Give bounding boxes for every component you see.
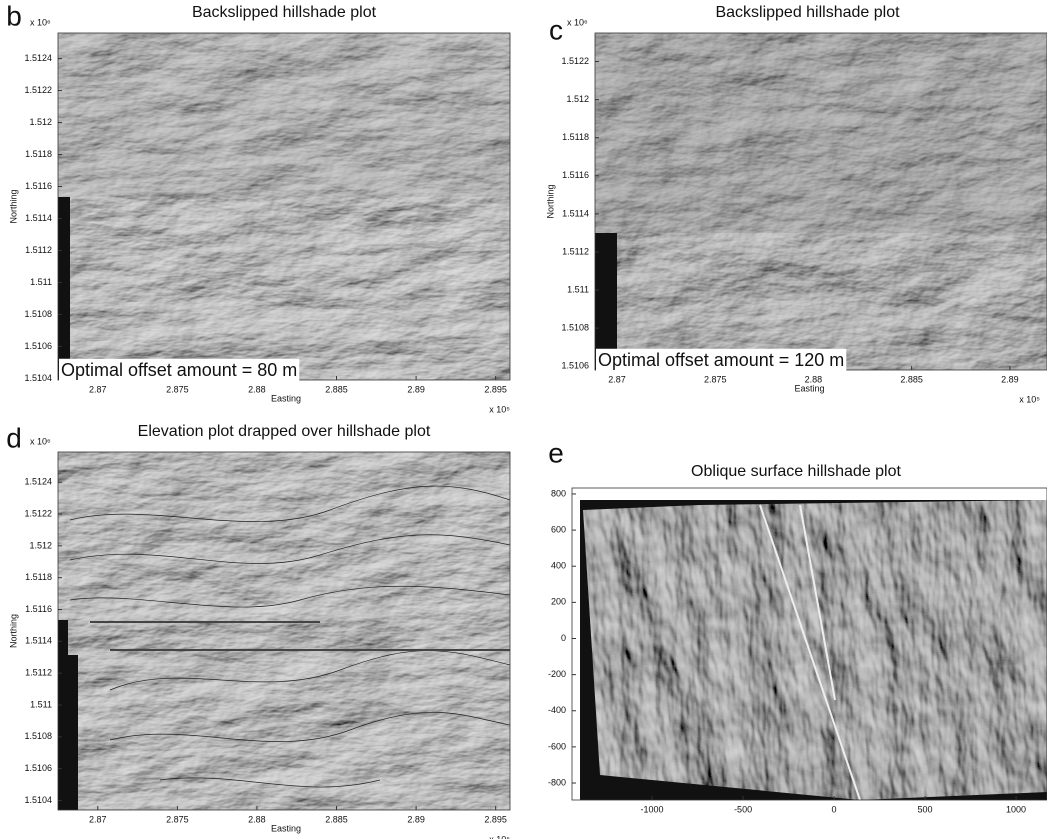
y-tick-label: 1.5122 — [561, 56, 589, 66]
y-tick-label: 1.5108 — [24, 309, 52, 319]
y-tick-label: 1.5118 — [562, 132, 589, 142]
hillshade-image — [595, 33, 1047, 370]
y-tick-label: 1.5116 — [562, 170, 589, 180]
y-multiplier: x 10⁶ — [30, 436, 51, 446]
panel-label: d — [6, 422, 22, 453]
annotation-background — [59, 358, 300, 381]
y-tick-label: 1.511 — [30, 699, 52, 709]
x-tick-label: 2.87 — [89, 384, 107, 394]
y-tick-label: 600 — [551, 524, 566, 534]
y-tick-label: 1.5124 — [24, 477, 52, 487]
y-tick-label: -800 — [548, 777, 566, 787]
annotation-text: Optimal offset amount = 80 m — [61, 360, 297, 380]
x-multiplier: x 10⁵ — [1019, 394, 1040, 404]
annotation: Optimal offset amount = 80 m — [59, 358, 300, 381]
y-tick-label: 1.511 — [30, 277, 52, 287]
surface-image — [580, 500, 1047, 801]
y-tick-label: 1.5118 — [25, 572, 52, 582]
x-tick-label: 2.88 — [248, 384, 266, 394]
y-tick-label: 1.5122 — [24, 85, 52, 95]
x-tick-label: 2.895 — [484, 814, 507, 824]
y-tick-label: 1.5106 — [24, 341, 52, 351]
x-tick-label: 0 — [832, 804, 837, 814]
hillshade-image — [58, 452, 511, 810]
x-tick-label: 2.875 — [704, 374, 727, 384]
y-axis-label: Northing — [8, 189, 18, 223]
chart-title: Backslipped hillshade plot — [715, 4, 900, 21]
x-axis-label: Easting — [271, 823, 301, 833]
y-tick-label: -600 — [548, 741, 566, 751]
y-tick-label: 1.5104 — [24, 795, 52, 805]
y-tick-label: 1.5108 — [24, 731, 52, 741]
y-tick-label: 200 — [551, 597, 566, 607]
plot-frame — [57, 451, 511, 811]
x-tick-label: 2.87 — [89, 814, 107, 824]
x-tick-label: -500 — [734, 804, 752, 814]
x-tick-label: 2.87 — [608, 374, 626, 384]
x-tick-label: 2.885 — [900, 374, 923, 384]
x-multiplier: x 10⁵ — [489, 404, 510, 414]
x-tick-label: 2.895 — [484, 384, 507, 394]
x-tick-label: 500 — [918, 804, 933, 814]
y-tick-label: 1.5122 — [24, 508, 52, 518]
y-axis-label: Northing — [545, 184, 555, 218]
y-tick-label: -200 — [548, 669, 566, 679]
annotation-background — [596, 348, 847, 371]
x-tick-label: 2.89 — [1001, 374, 1019, 384]
x-tick-label: 2.88 — [248, 814, 266, 824]
y-tick-label: 1.5112 — [25, 245, 52, 255]
y-tick-label: 1.511 — [567, 284, 589, 294]
annotation: Optimal offset amount = 120 m — [596, 348, 847, 371]
chart-title: Backslipped hillshade plot — [192, 4, 377, 21]
y-tick-label: 1.5104 — [24, 373, 52, 383]
x-multiplier: x 10⁵ — [489, 834, 510, 839]
y-tick-label: 1.5114 — [25, 213, 52, 223]
x-tick-label: 2.89 — [407, 384, 425, 394]
y-tick-label: 400 — [551, 561, 566, 571]
y-tick-label: 1.5112 — [25, 668, 52, 678]
x-axis-label: Easting — [794, 383, 824, 393]
plot-frame — [571, 487, 1047, 801]
y-axis-label: Northing — [8, 614, 18, 648]
y-tick-label: 1.5124 — [24, 53, 52, 63]
y-tick-label: 1.512 — [566, 94, 589, 104]
x-tick-label: 2.875 — [166, 814, 189, 824]
y-tick-label: 1.5106 — [24, 763, 52, 773]
y-tick-label: 1.5114 — [25, 636, 52, 646]
y-multiplier: x 10⁶ — [30, 17, 51, 27]
x-tick-label: 2.885 — [325, 384, 348, 394]
y-tick-label: 1.512 — [29, 540, 52, 550]
y-tick-label: 1.5108 — [561, 322, 589, 332]
y-tick-label: 1.5114 — [562, 208, 589, 218]
x-axis-label: Easting — [271, 393, 301, 403]
y-tick-label: 1.5112 — [562, 246, 589, 256]
y-tick-label: 800 — [551, 488, 566, 498]
y-tick-label: 1.5116 — [25, 604, 52, 614]
y-tick-label: -400 — [548, 705, 566, 715]
y-multiplier: x 10⁶ — [567, 17, 588, 27]
y-tick-label: 1.5118 — [25, 149, 52, 159]
x-tick-label: 1000 — [1006, 804, 1026, 814]
x-tick-label: 2.875 — [166, 384, 189, 394]
y-tick-label: 1.5106 — [561, 361, 589, 371]
chart-title: Elevation plot drapped over hillshade pl… — [138, 423, 431, 440]
contour-lines — [69, 485, 511, 788]
x-tick-label: 2.88 — [805, 374, 823, 384]
panel-label: b — [6, 0, 22, 31]
chart-title: Oblique surface hillshade plot — [691, 463, 901, 480]
annotation-text: Optimal offset amount = 120 m — [598, 350, 844, 370]
x-tick-label: -1000 — [641, 804, 664, 814]
x-tick-label: 2.89 — [407, 814, 425, 824]
x-tick-label: 2.885 — [325, 814, 348, 824]
y-tick-label: 1.512 — [29, 117, 52, 127]
panel-label: c — [549, 14, 563, 45]
y-tick-label: 0 — [561, 633, 566, 643]
hillshade-image — [58, 33, 510, 380]
y-tick-label: 1.5116 — [25, 181, 52, 191]
panel-label: e — [548, 437, 564, 468]
